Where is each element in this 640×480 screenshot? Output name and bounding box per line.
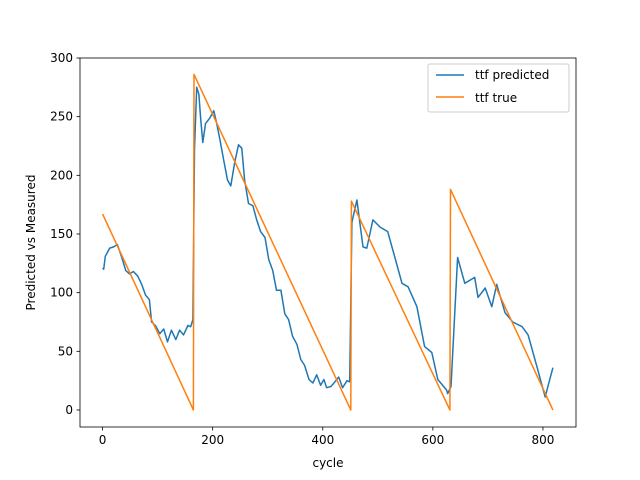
y-tick-label: 0 [65,403,73,417]
y-tick-label: 300 [50,51,73,65]
y-axis-label: Predicted vs Measured [24,175,38,311]
y-tick-label: 200 [50,168,73,182]
x-tick-label: 200 [201,433,224,447]
y-axis: 0 50 100 150 200 250 300 [50,51,80,417]
legend-box [427,63,570,113]
x-tick-label: 0 [99,433,107,447]
axes-frame [79,57,577,428]
x-tick-label: 800 [532,433,555,447]
x-tick-label: 600 [421,433,444,447]
y-tick-label: 100 [50,286,73,300]
y-tick-label: 50 [58,344,73,358]
legend: ttf predicted ttf true [427,63,570,113]
x-tick-label: 400 [311,433,334,447]
x-axis: 0 200 400 600 800 [99,427,555,447]
y-tick-label: 150 [50,227,73,241]
plot-area [101,73,554,411]
legend-label-predicted: ttf predicted [475,68,549,82]
series-line-true [101,73,554,411]
series-line-predicted [102,86,554,398]
x-axis-label: cycle [312,456,343,470]
legend-label-true: ttf true [475,91,517,105]
y-tick-label: 250 [50,110,73,124]
